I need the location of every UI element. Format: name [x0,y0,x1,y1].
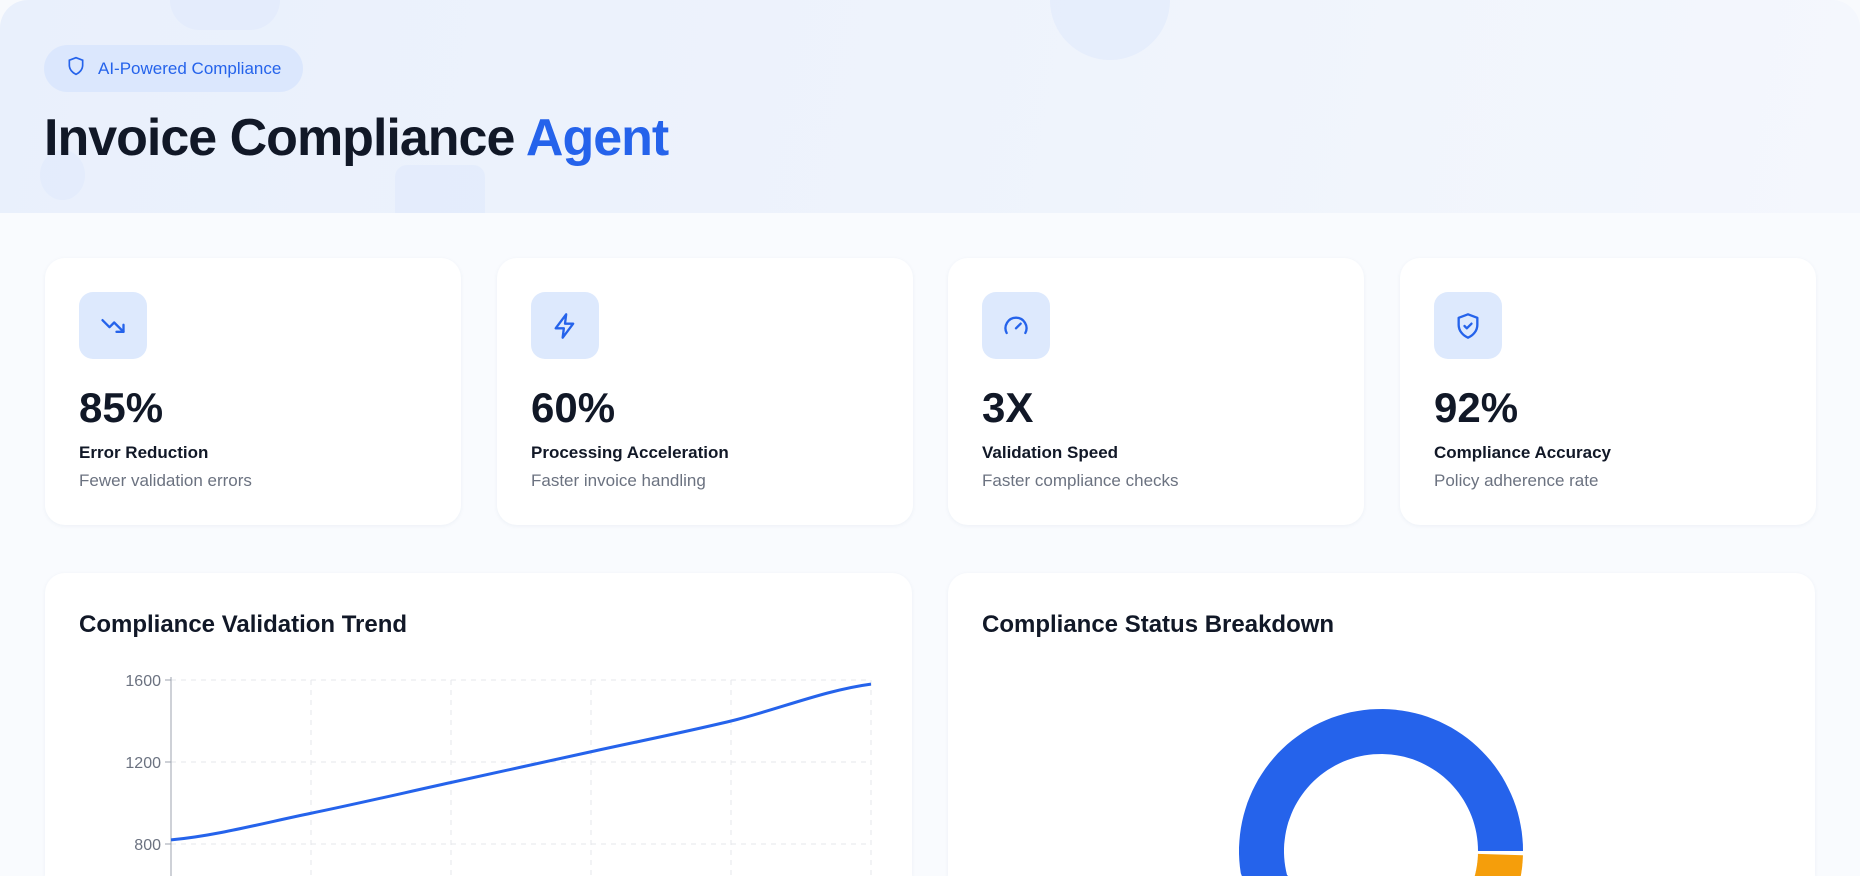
hero-header: AI-Powered Compliance Invoice Compliance… [0,0,1860,213]
kpi-subtitle: Faster compliance checks [982,471,1179,490]
ai-powered-badge: AI-Powered Compliance [44,45,304,92]
kpi-value: 92% [1434,384,1519,431]
breakdown-chart-card: Compliance Status Breakdown [948,573,1815,876]
page-title: Invoice Compliance Agent [44,108,669,168]
shield-icon [66,55,86,82]
zap-icon [531,292,599,359]
y-tick-label: 1600 [125,673,161,690]
kpi-label: Validation Speed [982,443,1119,462]
kpi-label: Error Reduction [79,443,209,462]
y-tick-label: 1200 [125,755,161,772]
kpi-card: 92% Compliance Accuracy Policy adherence… [1400,258,1816,525]
kpi-card: 60% Processing Acceleration Faster invoi… [497,258,913,525]
trend-line-chart: 800 1200 1600 [125,673,872,876]
status-donut-chart [1239,709,1523,876]
kpi-label: Processing Acceleration [531,443,729,462]
kpi-card: 3X Validation Speed Faster compliance ch… [948,258,1364,525]
kpi-value: 3X [982,384,1034,431]
kpi-subtitle: Faster invoice handling [531,471,706,490]
breakdown-chart-title: Compliance Status Breakdown [982,611,1335,638]
shield-check-icon [1434,292,1502,359]
kpi-value: 60% [531,384,616,431]
trend-chart-card: Compliance Validation Trend 800 1200 1600 [45,573,912,876]
kpi-label: Compliance Accuracy [1434,443,1611,462]
kpi-subtitle: Fewer validation errors [79,471,252,490]
badge-label: AI-Powered Compliance [98,58,282,78]
kpi-card: 85% Error Reduction Fewer validation err… [45,258,461,525]
kpi-subtitle: Policy adherence rate [1434,471,1599,490]
donut-slice [1451,853,1523,876]
kpi-value: 85% [79,384,164,431]
donut-slice [1239,709,1523,876]
trend-chart-title: Compliance Validation Trend [79,611,408,638]
gauge-icon [982,292,1050,359]
title-main: Invoice Compliance [44,109,515,167]
trending-down-icon [79,292,147,359]
y-tick-label: 800 [134,837,161,854]
trend-line [170,682,872,842]
title-accent: Agent [525,109,669,167]
